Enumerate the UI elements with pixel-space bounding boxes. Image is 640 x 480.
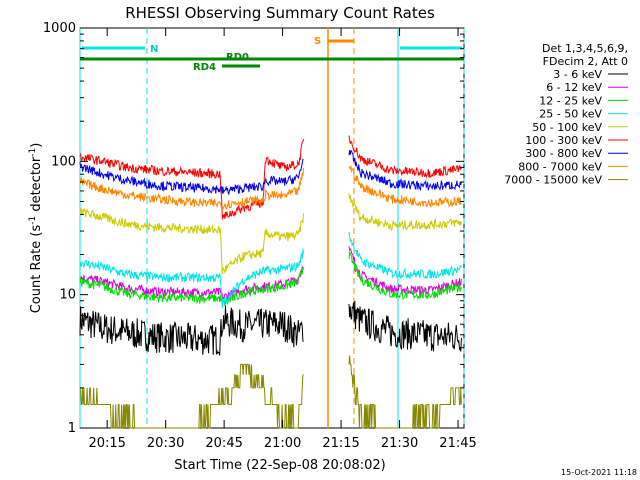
legend-label-6: 300 - 800 keV (525, 147, 602, 160)
series-line-3 (79, 231, 462, 308)
legend-label-1: 6 - 12 keV (546, 81, 602, 94)
legend-header-line1: Det 1,3,4,5,6,9, (542, 42, 628, 55)
legend-label-5: 100 - 300 keV (525, 134, 602, 147)
saa-label: S (314, 36, 321, 47)
legend-label-0: 3 - 6 keV (553, 68, 602, 81)
series-line-2 (79, 251, 462, 307)
x-tick-label-6: 21:45 (439, 436, 476, 451)
x-tick-label-0: 20:15 (88, 436, 125, 451)
series-line-0 (79, 301, 462, 356)
series-line-4 (79, 193, 462, 274)
y-tick-label-0: 1 (68, 421, 76, 436)
series-layer (79, 135, 462, 429)
y-tick-label-1: 10 (59, 288, 76, 303)
rd4-label: RD4 (193, 62, 216, 73)
legend-label-4: 50 - 100 keV (532, 121, 602, 134)
legend-label-2: 12 - 25 keV (539, 94, 602, 107)
series-line-6 (79, 150, 462, 196)
legend-label-3: 25 - 50 keV (539, 108, 602, 121)
x-tick-label-4: 21:15 (322, 436, 359, 451)
x-tick-label-1: 20:30 (147, 436, 184, 451)
x-tick-label-5: 21:30 (381, 436, 418, 451)
y-tick-label-2: 100 (51, 154, 76, 169)
legend-label-7: 800 - 7000 keV (518, 160, 602, 173)
y-axis-label: Count Rate (s-1 detector-1) (28, 143, 44, 314)
y-tick-label-3: 1000 (43, 21, 76, 36)
x-tick-label-2: 20:45 (205, 436, 242, 451)
generation-timestamp: 15-Oct-2021 11:18 (561, 468, 637, 477)
chart-title: RHESSI Observing Summary Count Rates (125, 4, 435, 22)
series-line-7 (79, 165, 462, 210)
night-label: N (150, 44, 158, 55)
series-line-5 (79, 135, 462, 220)
rd0-label: RD0 (226, 52, 249, 63)
series-line-8 (80, 355, 462, 429)
legend-label-8: 7000 - 15000 keV (504, 174, 602, 187)
x-axis-label: Start Time (22-Sep-08 20:08:02) (174, 458, 385, 473)
x-tick-label-3: 21:00 (264, 436, 301, 451)
legend-header-line2: FDecim 2, Att 0 (543, 55, 628, 68)
tick-layer: 20:15 20:30 20:45 21:00 21:15 21:30 21:45 1 10 10… (43, 21, 477, 451)
